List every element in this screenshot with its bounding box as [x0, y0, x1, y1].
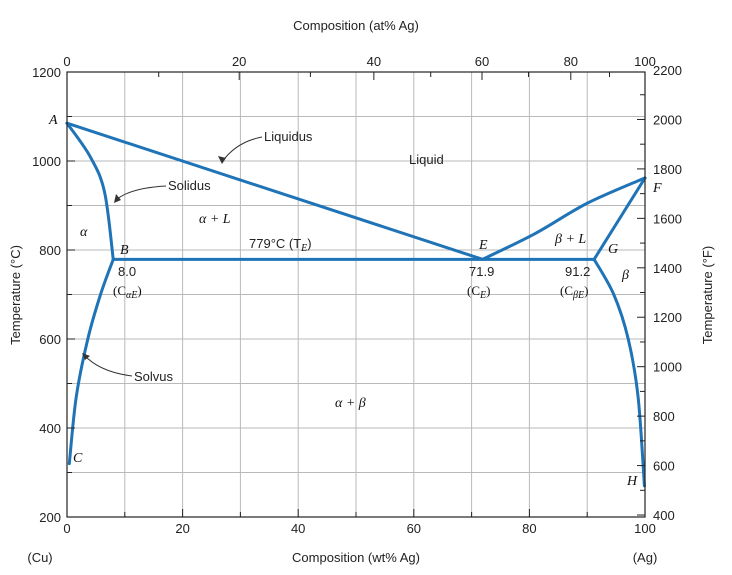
- curve-liquidus-1: [481, 176, 647, 261]
- composition-label-beta-e: 91.2 (CβE): [560, 264, 590, 301]
- y-tick-label-left: 200: [39, 510, 61, 525]
- liquidus-arrowhead: [218, 156, 226, 164]
- x-tick-label-top: 20: [232, 54, 246, 69]
- composition-value-e: 71.9: [469, 264, 494, 279]
- y-axis-left-title: Temperature (°C): [8, 245, 23, 345]
- x-axis-top-title: Composition (at% Ag): [293, 18, 419, 33]
- y-tick-label-left: 800: [39, 243, 61, 258]
- eutectic-temperature-label: 779°C (TE): [249, 236, 312, 254]
- y-tick-label-right: 400: [653, 508, 675, 523]
- curve-solidus-3: [592, 176, 647, 261]
- point-labels: A B C E F G H: [48, 113, 662, 489]
- composition-value-alpha-e: 8.0: [118, 264, 136, 279]
- x-axis-bottom-title: Composition (wt% Ag): [292, 550, 420, 565]
- y-tick-label-right: 1400: [653, 261, 682, 276]
- x-tick-label-bottom: 100: [634, 521, 656, 536]
- curve-liquidus-0: [65, 121, 485, 261]
- composition-symbol-alpha-e: (CαE): [113, 283, 142, 301]
- curve-solvus-6: [592, 257, 646, 488]
- curve-solidus-2: [65, 121, 115, 261]
- composition-value-beta-e: 91.2: [565, 264, 590, 279]
- y-tick-label-right: 1200: [653, 310, 682, 325]
- region-alpha-l: α + L: [199, 212, 231, 227]
- region-alpha: α: [80, 225, 88, 240]
- y-tick-label-right: 1600: [653, 211, 682, 226]
- x-tick-label-top: 0: [63, 54, 70, 69]
- x-tick-label-bottom: 80: [522, 521, 536, 536]
- point-label-f: F: [652, 181, 662, 196]
- region-liquid: Liquid: [409, 152, 444, 167]
- solvus-arrowhead: [82, 353, 90, 360]
- y-axis-right-title: Temperature (°F): [700, 246, 715, 344]
- y-tick-label-left: 400: [39, 421, 61, 436]
- point-label-a: A: [48, 113, 58, 128]
- y-tick-label-right: 1000: [653, 360, 682, 375]
- x-tick-label-top: 100: [634, 54, 656, 69]
- y-tick-label-right: 600: [653, 459, 675, 474]
- end-label-ag: (Ag): [633, 550, 658, 565]
- x-tick-label-top: 40: [367, 54, 381, 69]
- region-beta-l: β + L: [554, 232, 586, 247]
- composition-label-e: 71.9 (CE): [467, 264, 494, 301]
- label-liquidus: Liquidus: [264, 129, 313, 144]
- y-tick-label-left: 1200: [32, 65, 61, 80]
- y-tick-label-right: 1800: [653, 162, 682, 177]
- y-tick-label-left: 1000: [32, 154, 61, 169]
- point-label-h: H: [626, 474, 638, 489]
- y-tick-label-right: 2200: [653, 63, 682, 78]
- x-tick-label-bottom: 20: [175, 521, 189, 536]
- annotation-arrows: [82, 136, 263, 377]
- point-label-g: G: [608, 242, 618, 257]
- solidus-arrowhead: [114, 194, 121, 203]
- x-tick-label-bottom: 60: [407, 521, 421, 536]
- composition-label-alpha-e: 8.0 (CαE): [113, 264, 142, 301]
- axis-tick-labels: 0 20 40 60 80 1000 20 40 60 80 1002004006008001000…: [32, 54, 682, 536]
- grid-lines: [67, 72, 645, 517]
- axis-ticks: [66, 71, 646, 518]
- region-alpha-beta: α + β: [335, 396, 366, 411]
- curve-solvus-5: [67, 257, 115, 466]
- point-label-c: C: [73, 451, 83, 466]
- phase-boundaries: [65, 121, 647, 488]
- x-tick-label-bottom: 0: [63, 521, 70, 536]
- x-tick-label-bottom: 40: [291, 521, 305, 536]
- end-label-cu: (Cu): [27, 550, 52, 565]
- point-label-e: E: [478, 238, 488, 253]
- x-tick-label-top: 60: [475, 54, 489, 69]
- y-tick-label-left: 600: [39, 332, 61, 347]
- region-beta: β: [621, 268, 629, 283]
- y-tick-label-right: 800: [653, 409, 675, 424]
- liquidus-leader: [221, 136, 263, 163]
- label-solvus: Solvus: [134, 369, 174, 384]
- solidus-leader: [115, 185, 167, 201]
- y-tick-label-right: 2000: [653, 112, 682, 127]
- composition-symbol-beta-e: (CβE): [560, 283, 588, 301]
- point-label-b: B: [120, 243, 129, 258]
- x-tick-label-top: 80: [564, 54, 578, 69]
- composition-symbol-e: (CE): [467, 283, 490, 301]
- label-solidus: Solidus: [168, 178, 211, 193]
